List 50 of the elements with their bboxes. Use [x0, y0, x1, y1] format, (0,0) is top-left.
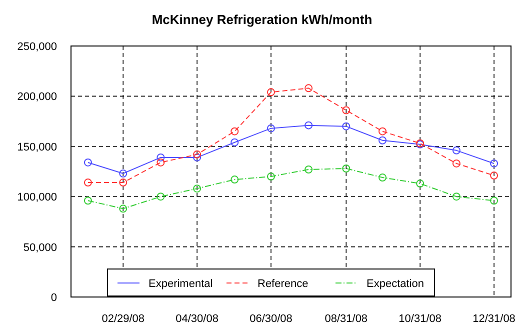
point — [230, 127, 239, 136]
point — [84, 178, 92, 187]
legend-label: Reference — [258, 278, 308, 290]
point — [267, 88, 275, 96]
point — [84, 158, 92, 166]
x-tick-label: 04/30/08 — [176, 313, 218, 325]
point — [304, 84, 313, 92]
x-tick-label: 06/30/08 — [250, 313, 292, 325]
point — [193, 184, 202, 193]
y-tick-label: 0 — [50, 292, 57, 304]
point — [416, 180, 424, 188]
point — [193, 150, 202, 158]
point — [378, 136, 387, 144]
point — [452, 146, 460, 154]
x-tick-label: 12/31/08 — [472, 313, 516, 325]
point — [156, 153, 165, 162]
point — [156, 192, 165, 201]
y-tick-label: 200,000 — [17, 91, 57, 104]
y-tick-label: 100,000 — [17, 192, 57, 204]
x-tick-label: 02/29/08 — [102, 313, 145, 325]
point — [193, 153, 202, 162]
point — [490, 159, 498, 168]
x-tick-label: 10/31/08 — [398, 313, 442, 325]
point — [452, 159, 460, 168]
point — [267, 124, 275, 132]
point — [84, 196, 92, 205]
point — [119, 204, 128, 213]
y-tick-label: 150,000 — [17, 141, 57, 154]
point — [490, 196, 498, 205]
point — [304, 121, 313, 130]
point — [304, 165, 313, 174]
point — [230, 138, 239, 146]
legend-label: Experimental — [148, 278, 213, 290]
point — [378, 127, 387, 136]
y-tick-label: 50,000 — [23, 242, 57, 254]
point — [230, 176, 239, 184]
point — [342, 122, 350, 130]
point — [119, 170, 128, 178]
y-tick-label: 250,000 — [17, 41, 57, 53]
point — [156, 158, 165, 166]
legend-label: Expectation — [366, 278, 424, 290]
point — [342, 164, 350, 172]
point — [490, 172, 498, 180]
x-tick-label: 08/31/08 — [324, 313, 368, 325]
point — [342, 106, 350, 114]
chart-title: McKinney Refrigeration kWh/month — [152, 12, 372, 27]
point — [378, 174, 387, 182]
point — [119, 178, 128, 187]
point — [452, 192, 460, 201]
point — [267, 172, 275, 181]
